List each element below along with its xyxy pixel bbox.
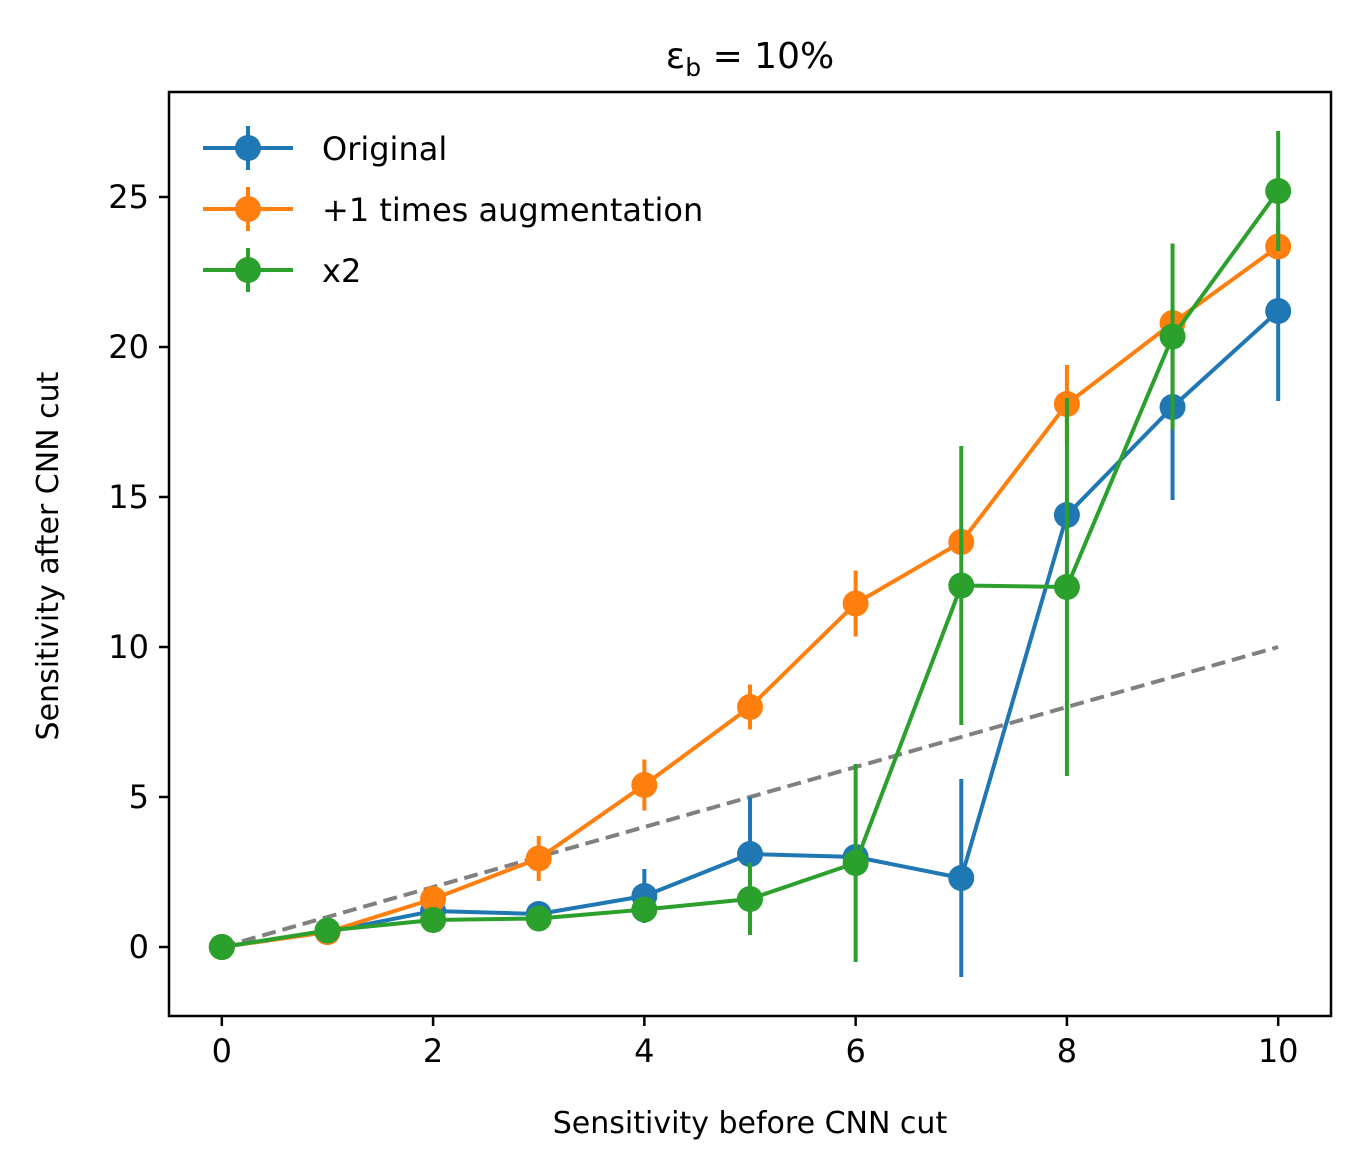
legend-label: +1 times augmentation [322,191,703,229]
x-tick-label: 4 [634,1032,654,1070]
legend-marker [235,257,261,283]
x-tick-label: 0 [212,1032,232,1070]
x-axis-ticks: 0 2 4 6 8 10 [212,1016,1299,1070]
series-3 [208,131,1292,962]
data-point [737,886,763,912]
data-point [948,865,975,891]
x-axis-label: Sensitivity before CNN cut [553,1106,948,1141]
legend: Original +1 times augmentation x2 [203,126,703,292]
y-tick-label: 15 [108,478,149,516]
data-point [1159,323,1186,350]
y-tick-label: 10 [108,628,149,666]
x-tick-label: 6 [845,1032,865,1070]
data-point [525,905,552,932]
data-point [631,896,658,923]
chart-title: εb = 10% [666,36,834,82]
y-tick-label: 5 [129,778,149,816]
data-point [525,845,552,872]
y-tick-label: 0 [129,928,149,966]
x-tick-label: 2 [423,1032,443,1070]
title-rest: = 10% [701,36,834,77]
data-point [1265,178,1292,204]
legend-entry: +1 times augmentation [203,187,703,231]
x-tick-label: 10 [1258,1032,1299,1070]
plot-area [167,90,1333,1018]
legend-label: x2 [322,252,361,290]
data-point [737,841,763,867]
data-point [737,694,763,720]
data-point [631,772,658,798]
legend-entry: x2 [203,248,361,292]
legend-marker [235,196,261,222]
y-tick-label: 20 [108,328,149,366]
axes-frame [167,90,1333,1018]
data-point [948,572,975,599]
y-axis-ticks: 0 5 10 15 20 25 [108,178,169,966]
y-tick-label: 25 [108,178,149,216]
data-point [842,590,869,617]
data-point [1265,298,1292,324]
data-point [208,934,235,960]
legend-entry: Original [203,126,447,170]
legend-marker [235,135,261,161]
data-point [842,850,869,876]
y-axis-label: Sensitivity after CNN cut [31,371,66,740]
data-point [314,917,341,944]
legend-label: Original [322,130,447,168]
title-subscript: b [685,53,701,82]
data-point [420,907,447,933]
title-epsilon: ε [666,36,685,77]
data-point [420,886,447,912]
data-point [1053,574,1080,600]
x-tick-label: 8 [1057,1032,1077,1070]
